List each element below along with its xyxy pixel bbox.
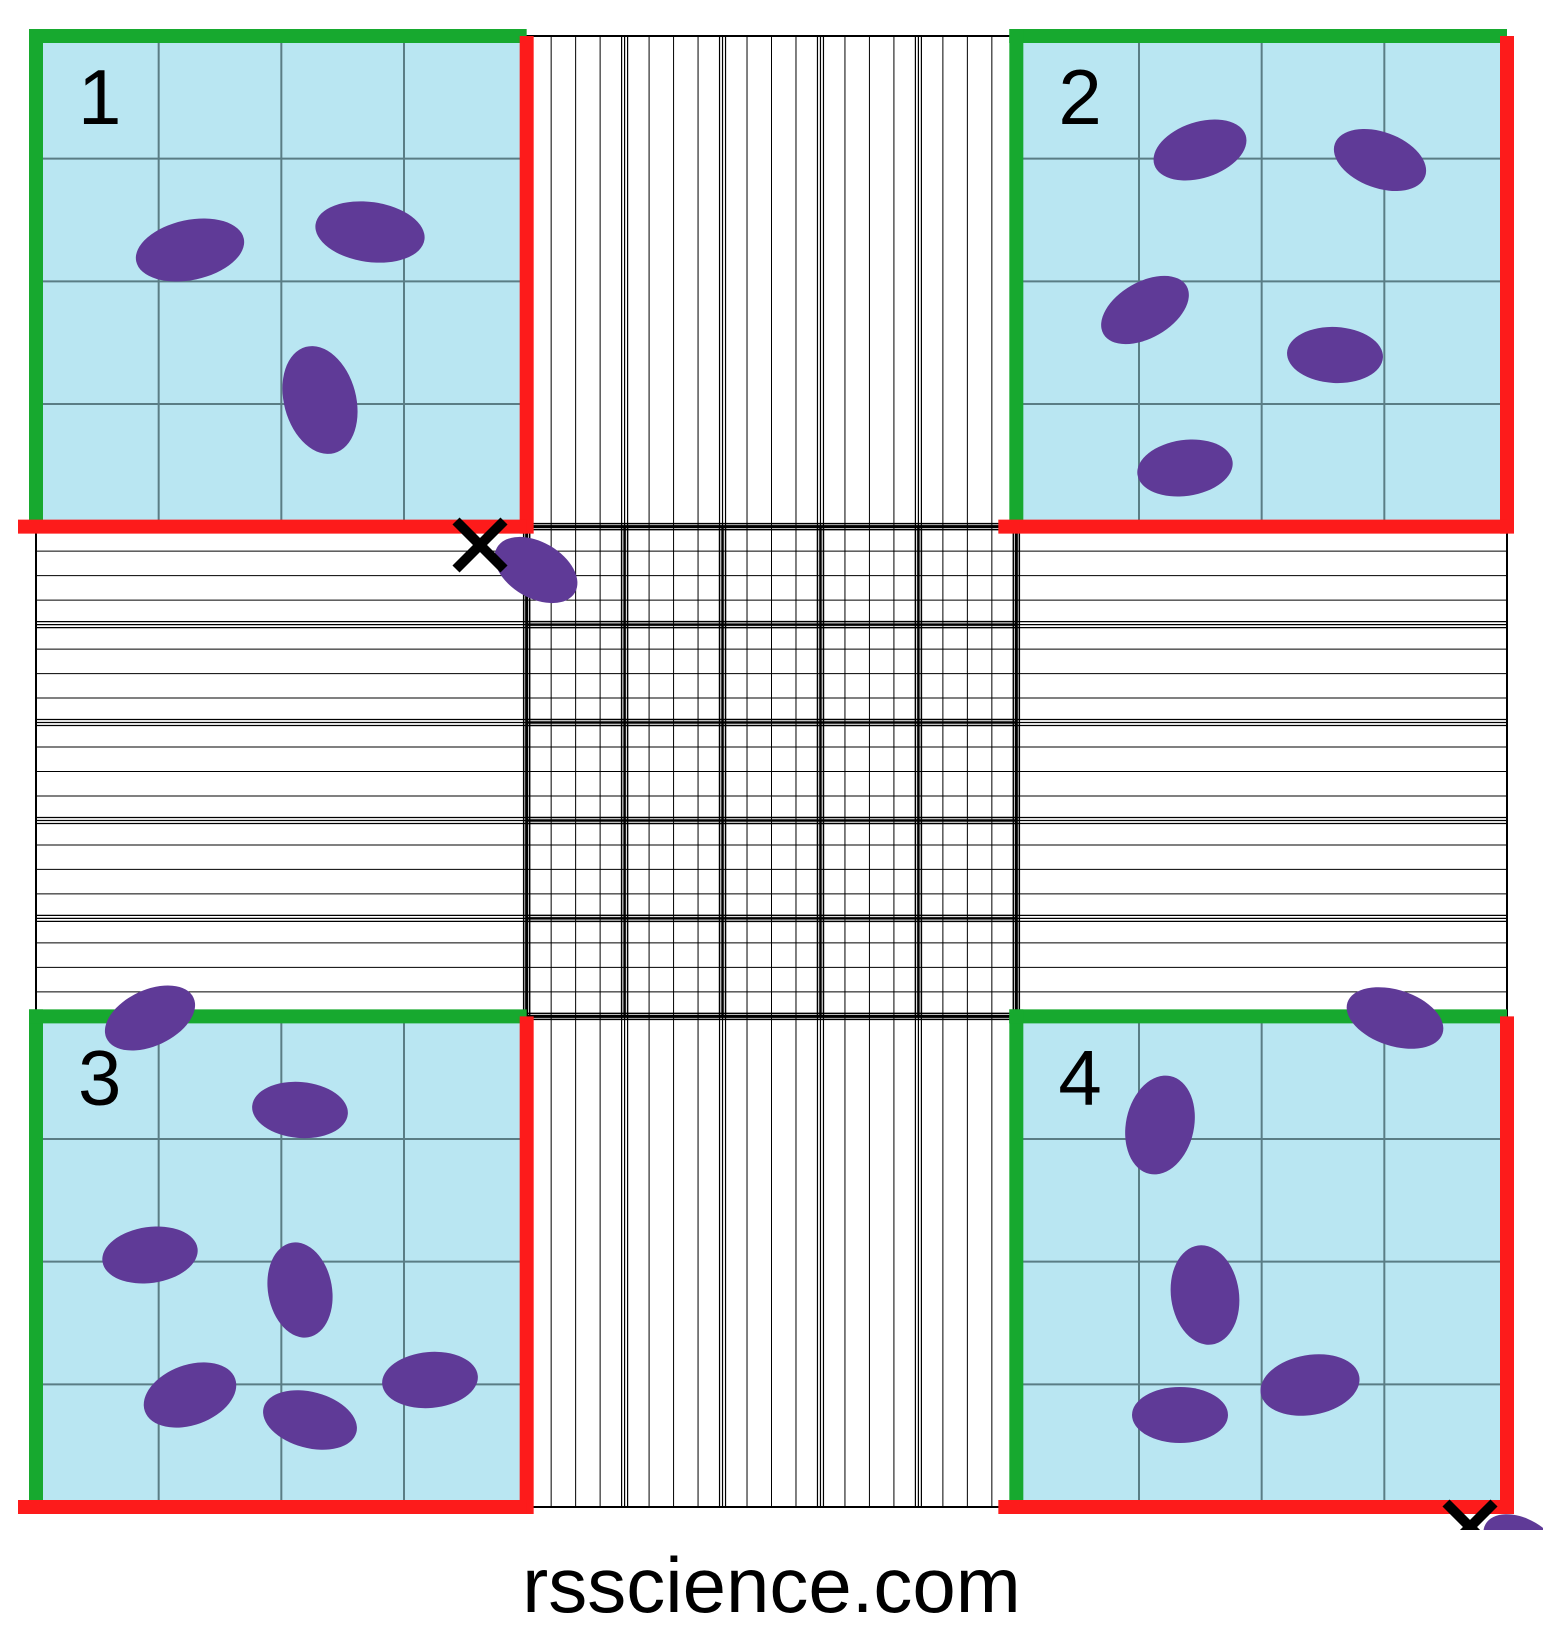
corner-label-3: 3 xyxy=(78,1033,121,1121)
corner-label-2: 2 xyxy=(1058,53,1101,141)
cell-4-2 xyxy=(1132,1387,1228,1443)
caption-text: rsscience.com xyxy=(0,1540,1543,1631)
corner-label-1: 1 xyxy=(78,53,121,141)
hemocytometer-diagram: 1 2 3 4 xyxy=(0,0,1543,1530)
corner-label-4: 4 xyxy=(1058,1033,1101,1121)
diagram-container: 1 2 3 4 rsscience.com xyxy=(0,0,1543,1644)
